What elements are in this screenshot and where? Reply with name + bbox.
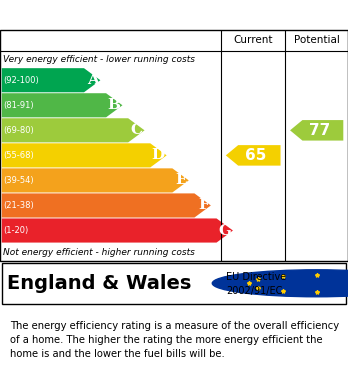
Text: Current: Current xyxy=(234,36,273,45)
Polygon shape xyxy=(2,219,233,242)
Text: A: A xyxy=(87,73,98,87)
Text: C: C xyxy=(131,123,143,137)
Text: 2002/91/EC: 2002/91/EC xyxy=(226,286,283,296)
Text: B: B xyxy=(108,98,121,112)
Text: Energy Efficiency Rating: Energy Efficiency Rating xyxy=(50,6,298,24)
Text: (92-100): (92-100) xyxy=(3,76,39,85)
Text: The energy efficiency rating is a measure of the overall efficiency of a home. T: The energy efficiency rating is a measur… xyxy=(10,321,340,359)
Polygon shape xyxy=(226,145,280,166)
Polygon shape xyxy=(2,143,167,167)
Polygon shape xyxy=(2,93,122,117)
Text: (1-20): (1-20) xyxy=(3,226,28,235)
Polygon shape xyxy=(2,118,144,142)
Text: Not energy efficient - higher running costs: Not energy efficient - higher running co… xyxy=(3,248,195,256)
Text: (81-91): (81-91) xyxy=(3,101,33,110)
Polygon shape xyxy=(290,120,343,141)
Text: E: E xyxy=(175,174,187,187)
Text: (21-38): (21-38) xyxy=(3,201,33,210)
Text: 77: 77 xyxy=(309,123,330,138)
Circle shape xyxy=(212,270,348,297)
FancyBboxPatch shape xyxy=(2,263,346,303)
Text: D: D xyxy=(152,148,165,162)
Text: (69-80): (69-80) xyxy=(3,126,33,135)
Text: 65: 65 xyxy=(245,148,267,163)
Text: F: F xyxy=(198,199,209,212)
Text: (55-68): (55-68) xyxy=(3,151,33,160)
Text: (39-54): (39-54) xyxy=(3,176,33,185)
Text: EU Directive: EU Directive xyxy=(226,271,286,282)
Text: G: G xyxy=(218,224,231,237)
Text: Potential: Potential xyxy=(294,36,340,45)
Text: England & Wales: England & Wales xyxy=(7,274,191,293)
Polygon shape xyxy=(2,194,211,217)
Polygon shape xyxy=(2,68,100,92)
Polygon shape xyxy=(2,169,189,192)
Text: Very energy efficient - lower running costs: Very energy efficient - lower running co… xyxy=(3,55,196,64)
